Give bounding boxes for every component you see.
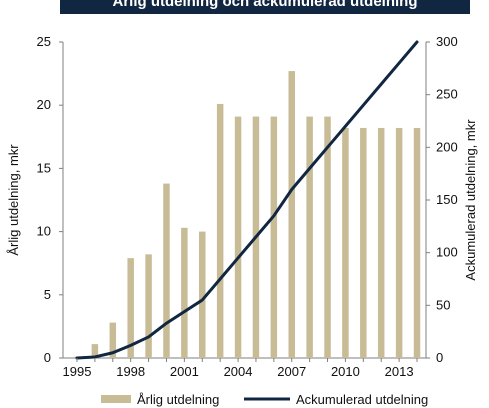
- left-tick-label: 0: [44, 350, 51, 365]
- right-tick-label: 0: [436, 350, 443, 365]
- bar: [163, 183, 170, 358]
- legend-label-bar: Årlig utdelning: [137, 392, 219, 407]
- right-tick-label: 50: [436, 297, 450, 312]
- x-tick-label: 2010: [331, 364, 360, 379]
- bar: [234, 116, 242, 358]
- bar: [288, 71, 295, 358]
- x-tick-label: 2001: [170, 364, 199, 379]
- x-tick-label: 2007: [277, 364, 306, 379]
- bar-series: [73, 71, 421, 358]
- bar: [342, 127, 349, 358]
- bar: [127, 258, 134, 358]
- right-axis-ticks: 0 50 100 150 200 250 300: [426, 34, 458, 365]
- left-axis-label: Årlig utdelning, mkr: [6, 144, 21, 256]
- line-path: [75, 40, 419, 360]
- right-tick-label: 150: [436, 192, 458, 207]
- bar: [395, 127, 403, 358]
- bar: [199, 231, 206, 358]
- left-axis-ticks: 0 5 10 15 20 25: [37, 34, 63, 365]
- chart-title-bar: Årlig utdelning och ackumulerad utdelnin…: [60, 0, 470, 14]
- bar: [413, 127, 421, 358]
- right-tick-label: 250: [436, 87, 458, 102]
- bar: [377, 127, 385, 358]
- line-series: [75, 40, 419, 360]
- x-tick-label: 1995: [63, 364, 92, 379]
- bar: [181, 227, 188, 358]
- x-axis-ticks: 1995 1998 2001 2004 2007 2010 2013: [63, 358, 418, 379]
- left-tick-label: 5: [44, 287, 51, 302]
- left-tick-label: 10: [37, 224, 51, 239]
- x-tick-label: 2013: [385, 364, 414, 379]
- x-tick-label: 2004: [224, 364, 253, 379]
- plot-frame: [62, 42, 427, 359]
- right-tick-label: 200: [436, 139, 458, 154]
- right-tick-label: 300: [436, 34, 458, 49]
- legend-swatch-bar: [101, 395, 131, 403]
- bar: [324, 116, 331, 358]
- bar: [360, 127, 367, 358]
- bar: [216, 103, 224, 358]
- right-tick-label: 100: [436, 245, 458, 260]
- x-tick-label: 1998: [116, 364, 145, 379]
- chart-title: Årlig utdelning och ackumulerad utdelnin…: [60, 0, 470, 14]
- left-tick-label: 15: [37, 160, 51, 175]
- bar: [306, 116, 313, 358]
- left-tick-label: 25: [37, 34, 51, 49]
- bar: [91, 344, 99, 358]
- right-axis-label: Ackumulerad utdelning, mkr: [463, 119, 478, 281]
- bar: [270, 116, 278, 358]
- bar: [109, 322, 117, 358]
- left-tick-label: 20: [37, 97, 51, 112]
- bar: [145, 254, 152, 358]
- legend: Årlig utdelning Ackumulerad utdelning: [101, 392, 428, 407]
- legend-label-line: Ackumulerad utdelning: [296, 392, 428, 407]
